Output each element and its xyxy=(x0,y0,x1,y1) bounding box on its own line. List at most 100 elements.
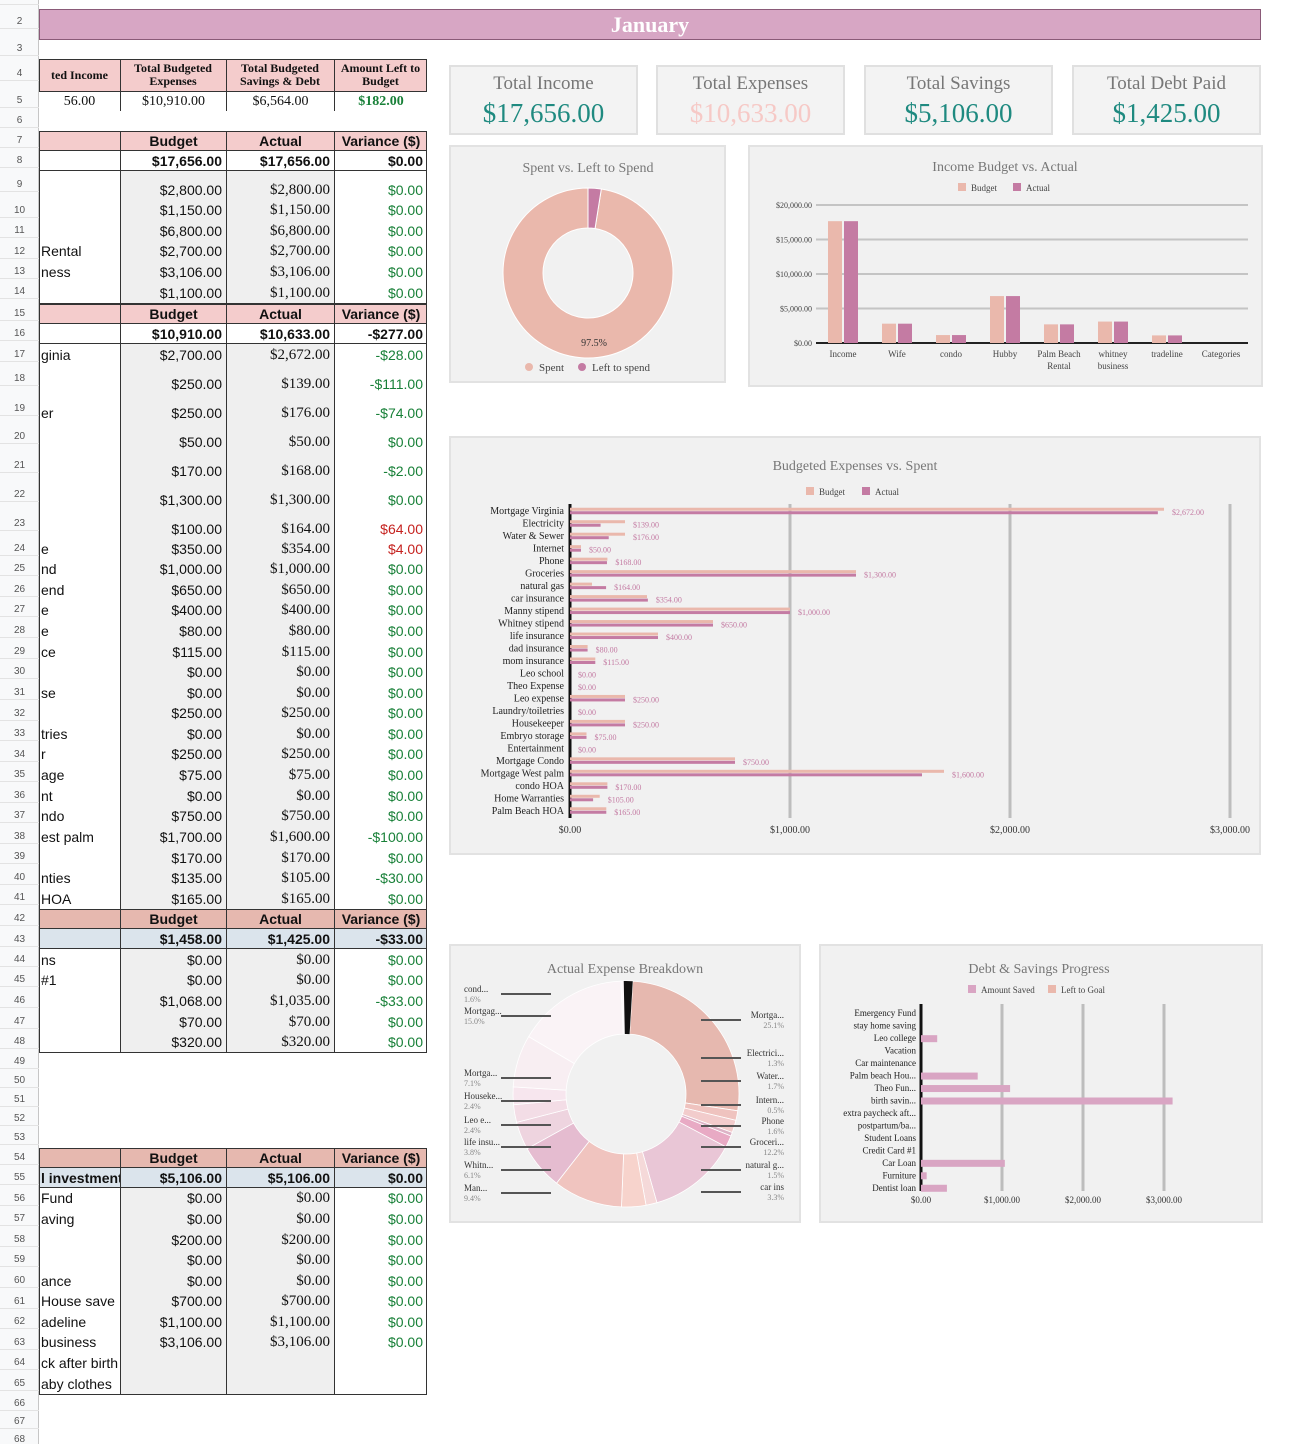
y-category-label: Palm beach Hou... xyxy=(850,1071,916,1081)
summary-card[interactable]: Total Expenses $10,633.00 xyxy=(656,65,845,135)
debt-row-actual: $0.00 xyxy=(296,972,330,988)
expense-row-variance: $0.00 xyxy=(387,623,423,639)
slice-label: Phone xyxy=(762,1116,785,1126)
summary-card[interactable]: Total Income $17,656.00 xyxy=(449,65,638,135)
row-number: 45 xyxy=(0,973,39,987)
expense-row-actual: $168.00 xyxy=(281,463,330,479)
income-row-actual: $1,100.00 xyxy=(270,285,330,301)
bar-budget xyxy=(570,769,944,773)
data-label: $168.00 xyxy=(615,558,641,567)
row-number: 4 xyxy=(0,67,39,81)
savings-row-variance: $0.00 xyxy=(387,1232,423,1248)
bar-budget xyxy=(570,532,625,536)
expense-row-variance: $0.00 xyxy=(387,891,423,907)
income-row-actual: $2,700.00 xyxy=(270,243,330,259)
income-col-divider xyxy=(334,171,335,304)
income-total-row xyxy=(39,151,427,171)
summary-card[interactable]: Total Savings $5,106.00 xyxy=(864,65,1053,135)
data-label: $165.00 xyxy=(614,808,640,817)
savings-total-row xyxy=(39,1168,427,1188)
savings-row-variance xyxy=(334,1353,427,1374)
savings-row-actual: $0.00 xyxy=(296,1211,330,1227)
debt-savings-chart[interactable]: Debt & Savings Progress Amount Saved Left … xyxy=(819,944,1263,1223)
row-number: 6 xyxy=(0,114,39,128)
bar-actual xyxy=(570,573,856,577)
income-budget-chart[interactable]: Income Budget vs. Actual Budget Actual $0.0… xyxy=(748,145,1263,387)
bar-actual xyxy=(1114,321,1128,343)
bar-budget xyxy=(570,632,658,636)
expense-row-variance: $0.00 xyxy=(387,850,423,866)
bar-actual xyxy=(844,221,858,343)
expense-row-budget: $75.00 xyxy=(179,767,222,783)
x-tick-label: $1,000.00 xyxy=(770,825,810,836)
y-category-label: Groceries xyxy=(525,569,564,580)
expenses-vs-spent-chart[interactable]: Budgeted Expenses vs. Spent Budget Actual $… xyxy=(449,436,1261,855)
expense-row-variance: $0.00 xyxy=(387,726,423,742)
expense-row-label: est palm xyxy=(41,829,94,845)
expense-row-variance: -$100.00 xyxy=(367,829,423,845)
row-number: 68 xyxy=(0,1433,39,1444)
row-number: 15 xyxy=(0,307,39,321)
data-label: $0.00 xyxy=(578,670,596,679)
expense-row-variance: $0.00 xyxy=(387,767,423,783)
summary-value: 56.00 xyxy=(39,91,120,111)
expense-breakdown-chart[interactable]: Actual Expense Breakdown Mortga... 25.1% El… xyxy=(449,944,801,1223)
bar-budget xyxy=(570,782,608,786)
expense-row-budget: $2,700.00 xyxy=(159,347,222,363)
data-label: $115.00 xyxy=(603,658,629,667)
savings-row-budget: $0.00 xyxy=(186,1211,222,1227)
y-category-label: Emergency Fund xyxy=(854,1008,916,1018)
data-label: $0.00 xyxy=(578,708,596,717)
bar-budget xyxy=(1098,321,1112,343)
bar-budget xyxy=(570,582,592,586)
expense-row-budget: $400.00 xyxy=(171,602,222,618)
expense-row-variance: -$28.00 xyxy=(375,347,423,363)
row-number: 37 xyxy=(0,809,39,823)
income-row-actual: $6,800.00 xyxy=(270,223,330,239)
savings-col-divider xyxy=(226,1188,227,1395)
debt-total-cell: -$33.00 xyxy=(334,929,427,949)
expense-row-variance: $0.00 xyxy=(387,685,423,701)
row-number: 60 xyxy=(0,1274,39,1288)
savings-total-label: l investment xyxy=(41,1170,120,1186)
expense-row-variance: $0.00 xyxy=(387,808,423,824)
legend-label-left: Left to spend xyxy=(592,362,651,374)
row-number: 17 xyxy=(0,348,39,362)
slice-pct: 1.7% xyxy=(767,1082,784,1091)
spent-vs-left-chart[interactable]: Spent vs. Left to Spend 97.5% Spent Left to… xyxy=(449,145,726,383)
summary-divider xyxy=(120,59,121,111)
y-category-label: Mortgage Virginia xyxy=(490,506,564,517)
legend-label-budget: Budget xyxy=(971,183,997,193)
income-row-label xyxy=(41,283,120,304)
expense-row-actual: $0.00 xyxy=(296,685,330,701)
expense-row-label: age xyxy=(41,767,65,783)
legend-swatch-actual xyxy=(1013,183,1021,191)
expense-row-variance: $4.00 xyxy=(387,541,423,557)
row-number: 12 xyxy=(0,245,39,259)
bar-amount-saved xyxy=(921,1172,927,1180)
summary-card-title: Total Expenses xyxy=(692,73,809,94)
y-category-label: Water & Sewer xyxy=(503,531,565,542)
slice-pct: 1.6% xyxy=(767,1127,784,1136)
summary-card[interactable]: Total Debt Paid $1,425.00 xyxy=(1072,65,1261,135)
expense-row-variance: -$111.00 xyxy=(369,376,423,392)
row-number: 63 xyxy=(0,1336,39,1350)
data-label: $1,300.00 xyxy=(864,571,896,580)
x-tick-label: Categories xyxy=(1202,349,1241,359)
expense-row-label xyxy=(41,490,120,511)
slice-pct: 2.4% xyxy=(464,1126,481,1135)
savings-row-label xyxy=(41,1230,120,1251)
bar-actual xyxy=(952,335,966,343)
expense-row-budget: $115.00 xyxy=(172,644,222,660)
slice-pct: 15.0% xyxy=(464,1017,485,1026)
row-number: 9 xyxy=(0,178,39,192)
bar-budget xyxy=(570,507,1164,511)
expenses-vs-spent-svg: Budgeted Expenses vs. Spent Budget Actual $… xyxy=(481,459,1250,836)
expense-row-variance: -$30.00 xyxy=(375,870,423,886)
expense-total-cell: $10,910.00 xyxy=(120,324,226,344)
income-col-divider xyxy=(226,171,227,304)
y-category-label: postpartum/ba... xyxy=(858,1120,916,1130)
bar-actual xyxy=(570,735,587,739)
y-category-label: Student Loans xyxy=(864,1133,916,1143)
row-number: 43 xyxy=(0,933,39,947)
